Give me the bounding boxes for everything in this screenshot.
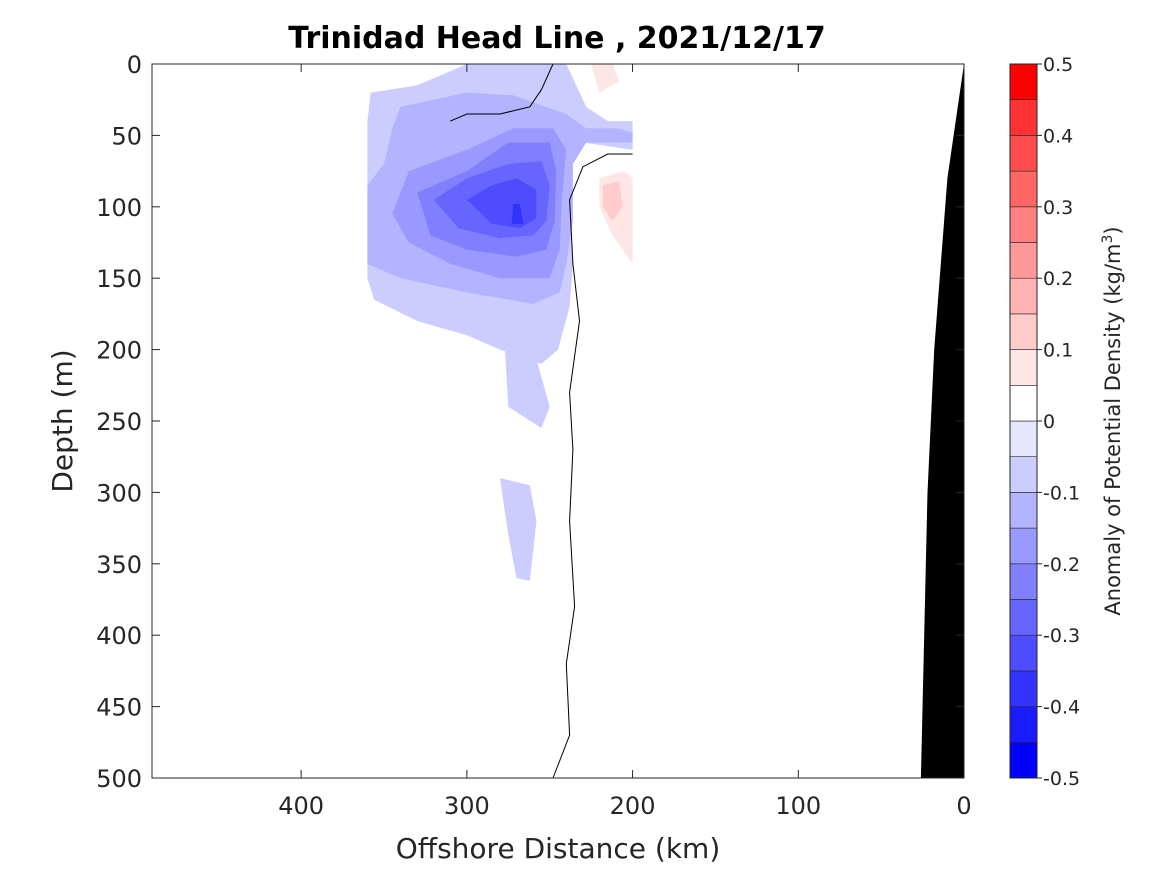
y-tick-label: 450 [96, 694, 142, 722]
colorbar-swatch [1009, 63, 1038, 101]
colorbar-swatches [1009, 63, 1038, 779]
colorbar-swatch [1009, 741, 1038, 779]
colorbar-swatch [1009, 492, 1038, 529]
y-tick-label: 300 [96, 479, 142, 507]
colorbar-swatch [1009, 706, 1038, 743]
y-tick-label: 100 [96, 194, 142, 222]
y-axis-label: Depth (m) [46, 349, 79, 492]
colorbar-swatch [1009, 420, 1038, 458]
colorbar-tick-labels: 0.5 0.4 0.3 0.2 0.1 0 -0.1 -0.2 -0.3 -0.4 -0.5 [1043, 54, 1080, 790]
colorbar-tick-label: 0.4 [1043, 125, 1073, 147]
colorbar-label-exponent: 3 [1100, 235, 1116, 244]
y-tick-label: 250 [96, 408, 142, 436]
colorbar-swatch [1009, 349, 1038, 386]
colorbar-swatch [1009, 170, 1038, 208]
colorbar-swatch [1009, 670, 1038, 707]
anomaly-fills [367, 64, 633, 581]
y-tick-label: 150 [96, 265, 142, 293]
zero-contour-line [552, 153, 633, 779]
anomaly-region [602, 181, 623, 222]
anomaly-region [503, 321, 550, 429]
x-tick-label: 200 [610, 792, 656, 820]
anomaly-region [591, 64, 620, 93]
colorbar-tick-label: -0.4 [1043, 697, 1080, 719]
colorbar-tick-label: 0.2 [1043, 268, 1073, 290]
x-tick-label: 100 [775, 792, 821, 820]
colorbar-swatch [1009, 599, 1038, 636]
colorbar-tick-label: -0.5 [1043, 768, 1080, 790]
y-tick-label: 400 [96, 622, 142, 650]
colorbar-swatch [1009, 384, 1038, 422]
x-tick-label: 0 [956, 792, 971, 820]
colorbar-tick-label: -0.3 [1043, 625, 1080, 647]
zero-contour-line [450, 63, 554, 122]
anomaly-region [511, 203, 524, 224]
y-tick-label: 50 [111, 122, 142, 150]
colorbar-swatch [1009, 242, 1038, 279]
plot-frame [151, 63, 965, 779]
y-tick-label: 0 [127, 51, 142, 79]
y-tick-label: 200 [96, 337, 142, 365]
x-axis-label: Offshore Distance (km) [396, 832, 721, 865]
colorbar-label-prefix: Anomaly of Potential Density (kg/m [1101, 244, 1125, 616]
plot-area [151, 63, 965, 779]
colorbar-tick-label: 0.3 [1043, 197, 1073, 219]
colorbar-ticks [1037, 63, 1042, 779]
colorbar-swatch [1009, 456, 1038, 493]
colorbar: 0.5 0.4 0.3 0.2 0.1 0 -0.1 -0.2 -0.3 -0.4 -0.5 [1009, 54, 1080, 790]
colorbar-swatch [1009, 277, 1038, 315]
anomaly-region [500, 478, 537, 581]
y-tick-label: 500 [96, 765, 142, 793]
colorbar-tick-label: 0.5 [1043, 54, 1073, 76]
colorbar-tick-label: 0.1 [1043, 340, 1073, 362]
colorbar-tick-label: -0.1 [1043, 482, 1080, 504]
x-tick-labels: 400 300 200 100 0 [278, 792, 971, 820]
colorbar-label: Anomaly of Potential Density (kg/m3) [1100, 226, 1125, 615]
colorbar-swatch [1009, 527, 1038, 565]
colorbar-tick-label: -0.2 [1043, 554, 1080, 576]
chart-title: Trinidad Head Line , 2021/12/17 [288, 21, 825, 56]
colorbar-label-suffix: ) [1101, 226, 1125, 234]
colorbar-swatch [1009, 99, 1038, 136]
colorbar-swatch [1009, 206, 1038, 243]
colorbar-swatch [1009, 634, 1038, 672]
colorbar-tick-label: 0 [1043, 411, 1055, 433]
bathymetry-fill [920, 64, 964, 778]
x-tick-label: 300 [444, 792, 490, 820]
bathymetry-layer [920, 64, 964, 778]
colorbar-swatch [1009, 313, 1038, 350]
y-tick-labels: 0 50 100 150 200 250 300 350 400 450 500 [96, 51, 142, 793]
colorbar-swatch [1009, 563, 1038, 600]
y-tick-label: 350 [96, 551, 142, 579]
x-tick-label: 400 [278, 792, 324, 820]
colorbar-swatch [1009, 135, 1038, 172]
zero-contours [450, 63, 633, 779]
